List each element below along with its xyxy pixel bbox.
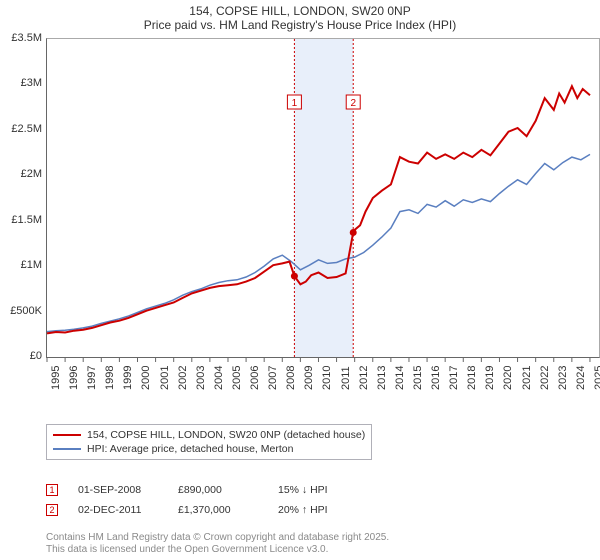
x-axis-label: 1998: [104, 366, 116, 390]
footer-line-1: Contains HM Land Registry data © Crown c…: [46, 532, 389, 544]
x-axis-label: 2012: [358, 366, 370, 390]
x-axis-label: 2018: [466, 366, 478, 390]
x-axis-label: 2020: [502, 366, 514, 390]
sale-marker-2: 2: [46, 504, 58, 516]
x-axis-label: 2005: [231, 366, 243, 390]
legend-row-2: HPI: Average price, detached house, Mert…: [53, 442, 365, 456]
legend-line-1: [53, 434, 81, 436]
x-axis-label: 2013: [376, 366, 388, 390]
y-axis-label: £0: [2, 350, 42, 362]
footer-line-2: This data is licensed under the Open Gov…: [46, 544, 389, 556]
legend-label-1: 154, COPSE HILL, LONDON, SW20 0NP (detac…: [87, 429, 365, 441]
legend: 154, COPSE HILL, LONDON, SW20 0NP (detac…: [46, 424, 372, 460]
x-axis-label: 2009: [303, 366, 315, 390]
x-axis-label: 2016: [430, 366, 442, 390]
x-axis-label: 2024: [575, 366, 587, 390]
chart-titles: 154, COPSE HILL, LONDON, SW20 0NP Price …: [0, 0, 600, 32]
x-axis-label: 1996: [68, 366, 80, 390]
x-axis-label: 2000: [140, 366, 152, 390]
x-axis-label: 2007: [267, 366, 279, 390]
svg-text:2: 2: [350, 98, 356, 109]
sale-row-1: 1 01-SEP-2008 £890,000 15% ↓ HPI: [46, 480, 328, 500]
y-axis-label: £3M: [2, 77, 42, 89]
legend-label-2: HPI: Average price, detached house, Mert…: [87, 443, 293, 455]
sale-delta-2: 20% ↑ HPI: [278, 504, 328, 516]
sale-price-1: £890,000: [178, 484, 258, 496]
svg-text:1: 1: [292, 98, 298, 109]
x-axis-label: 2023: [557, 366, 569, 390]
sales-table: 1 01-SEP-2008 £890,000 15% ↓ HPI 2 02-DE…: [46, 480, 328, 520]
x-axis-label: 2002: [177, 366, 189, 390]
x-axis-label: 1999: [122, 366, 134, 390]
y-axis-label: £1.5M: [2, 214, 42, 226]
x-axis-label: 2017: [448, 366, 460, 390]
legend-line-2: [53, 448, 81, 450]
sale-delta-1: 15% ↓ HPI: [278, 484, 328, 496]
sale-date-1: 01-SEP-2008: [78, 484, 158, 496]
footer: Contains HM Land Registry data © Crown c…: [46, 532, 389, 556]
x-axis-label: 2021: [521, 366, 533, 390]
y-axis-label: £2.5M: [2, 123, 42, 135]
y-axis-label: £3.5M: [2, 32, 42, 44]
title-address: 154, COPSE HILL, LONDON, SW20 0NP: [0, 4, 600, 18]
legend-row-1: 154, COPSE HILL, LONDON, SW20 0NP (detac…: [53, 428, 365, 442]
x-axis-label: 2001: [159, 366, 171, 390]
sale-price-2: £1,370,000: [178, 504, 258, 516]
x-axis-label: 2003: [195, 366, 207, 390]
y-axis-label: £2M: [2, 168, 42, 180]
x-axis-label: 1995: [50, 366, 62, 390]
title-subtitle: Price paid vs. HM Land Registry's House …: [0, 18, 600, 32]
x-axis-label: 2008: [285, 366, 297, 390]
x-axis-label: 2014: [394, 366, 406, 390]
chart-area: 12 £0£500K£1M£1.5M£2M£2.5M£3M£3.5M 19951…: [46, 38, 600, 378]
y-axis-label: £1M: [2, 259, 42, 271]
x-axis-label: 2010: [321, 366, 333, 390]
x-axis-label: 2022: [539, 366, 551, 390]
sale-marker-1: 1: [46, 484, 58, 496]
sale-row-2: 2 02-DEC-2011 £1,370,000 20% ↑ HPI: [46, 500, 328, 520]
plot: 12: [46, 38, 600, 358]
y-axis-label: £500K: [2, 305, 42, 317]
x-axis-label: 1997: [86, 366, 98, 390]
x-axis-label: 2025: [593, 366, 600, 390]
x-axis-label: 2006: [249, 366, 261, 390]
chart-svg: 12: [47, 39, 599, 357]
x-axis-label: 2019: [484, 366, 496, 390]
sale-date-2: 02-DEC-2011: [78, 504, 158, 516]
x-axis-label: 2015: [412, 366, 424, 390]
page: 154, COPSE HILL, LONDON, SW20 0NP Price …: [0, 0, 600, 560]
x-axis-label: 2004: [213, 366, 225, 390]
x-axis-label: 2011: [340, 366, 352, 390]
